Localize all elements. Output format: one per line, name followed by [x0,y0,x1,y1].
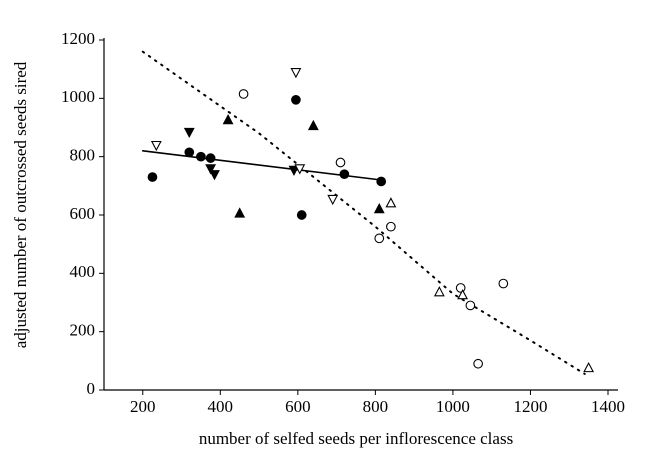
point [465,300,476,311]
point [376,176,387,187]
x-tick-label: 200 [130,397,156,416]
y-axis-label: adjusted number of outcrossed seeds sire… [11,61,30,348]
y-tick-label: 1200 [61,29,95,48]
point [457,289,469,300]
point [205,164,217,175]
point [339,169,350,180]
point [473,358,483,369]
point [205,153,216,163]
point [433,286,445,297]
y-tick-label: 200 [70,321,96,340]
y-tick-label: 0 [87,379,96,398]
point [386,221,396,232]
point [307,119,319,131]
point [147,172,158,182]
point [335,157,346,168]
x-tick-label: 1400 [591,397,625,416]
point [385,197,397,208]
point [184,147,195,158]
point [209,170,220,181]
y-tick-label: 1000 [61,87,95,106]
point [222,114,234,125]
point [373,202,385,214]
x-tick-label: 400 [208,397,234,416]
point [498,278,509,289]
point [296,210,307,220]
x-tick-label: 1000 [436,397,470,416]
point [288,165,300,176]
x-axis-label: number of selfed seeds per inflorescence… [199,429,513,448]
point [150,140,162,152]
point [583,361,595,373]
point [455,283,466,293]
x-tick-label: 600 [285,397,311,416]
x-tick-label: 1200 [513,397,547,416]
point [291,94,301,105]
point [290,68,302,79]
point [374,233,385,244]
y-tick-label: 800 [70,146,96,165]
fit-line [141,50,586,375]
point [183,127,195,139]
y-tick-label: 400 [70,262,96,281]
x-tick-label: 800 [363,397,389,416]
point [327,194,339,206]
point [294,164,306,175]
y-tick-label: 600 [70,204,96,223]
point [238,89,249,99]
point [234,207,246,218]
point [196,151,206,162]
